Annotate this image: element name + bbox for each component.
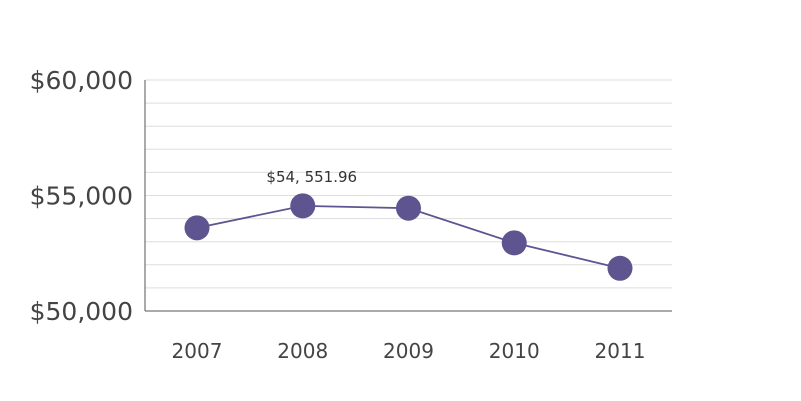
gridlines — [145, 79, 672, 289]
x-tick-label: 2008 — [277, 339, 328, 363]
x-tick-labels: 2007 2008 2009 2010 2011 — [172, 339, 646, 363]
data-point[interactable] — [607, 255, 633, 281]
y-tick-label: $60,000 — [30, 66, 133, 95]
y-tick-label: $50,000 — [30, 297, 133, 326]
data-point[interactable] — [501, 230, 527, 256]
data-label: $54, 551.96 — [266, 168, 357, 186]
x-tick-label: 2007 — [172, 339, 223, 363]
x-tick-label: 2010 — [489, 339, 540, 363]
x-tick-label: 2011 — [595, 339, 646, 363]
data-point[interactable] — [184, 215, 210, 241]
data-points — [184, 193, 633, 281]
y-tick-label: $55,000 — [30, 182, 133, 211]
y-tick-labels: $50,000 $55,000 $60,000 — [30, 66, 133, 326]
data-point[interactable] — [290, 193, 316, 219]
x-tick-label: 2009 — [383, 339, 434, 363]
data-point[interactable] — [396, 195, 421, 221]
